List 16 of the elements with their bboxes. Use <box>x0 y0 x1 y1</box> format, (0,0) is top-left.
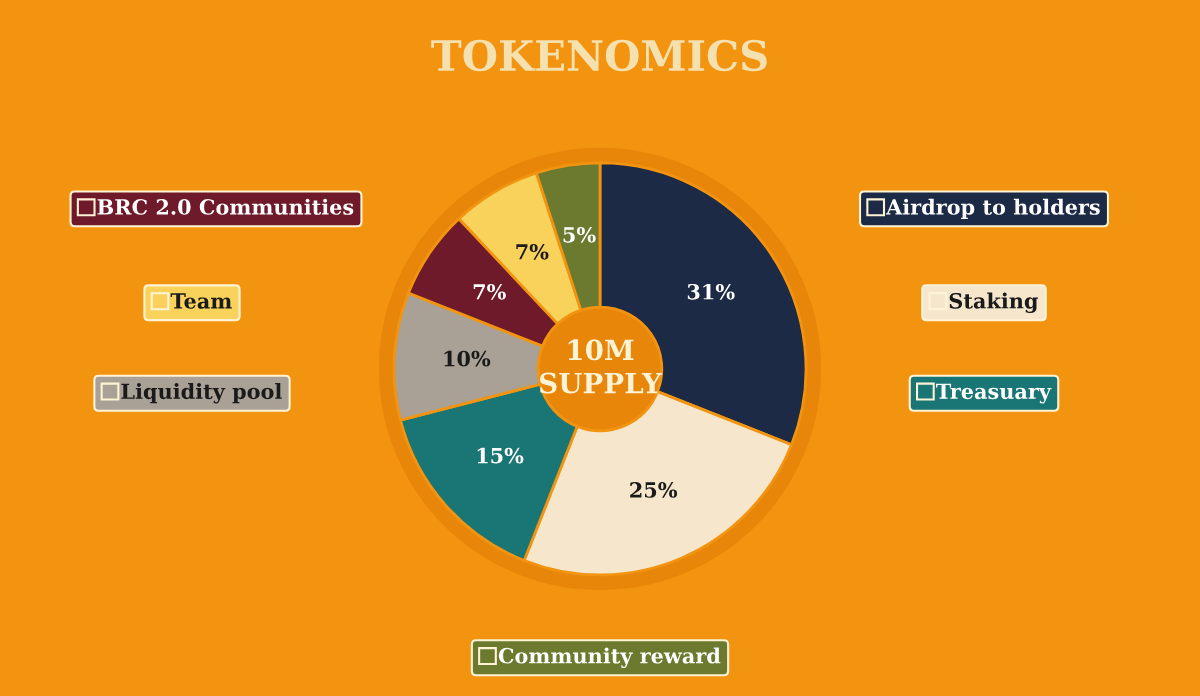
data-label: 10% <box>444 350 491 367</box>
legend-label: BRC 2.0 Communities <box>97 198 354 215</box>
data-label: 25% <box>630 482 678 498</box>
data-label: 5% <box>563 226 596 243</box>
legend-label: Community reward <box>498 647 721 668</box>
legend-label: Treasuary <box>936 383 1052 404</box>
chart-title: TOKENOMICS <box>431 39 767 72</box>
data-label: 15% <box>477 447 524 464</box>
text: 10M SUPPLY <box>540 339 663 394</box>
data-label: 31% <box>687 283 735 300</box>
data-label: 7% <box>473 283 506 300</box>
data-label: 7% <box>516 243 549 260</box>
legend-label: Liquidity pool <box>121 383 282 404</box>
legend-label: Staking <box>949 292 1038 313</box>
legend-label: Team <box>170 293 232 309</box>
legend-label: Airdrop to holders <box>885 198 1100 219</box>
